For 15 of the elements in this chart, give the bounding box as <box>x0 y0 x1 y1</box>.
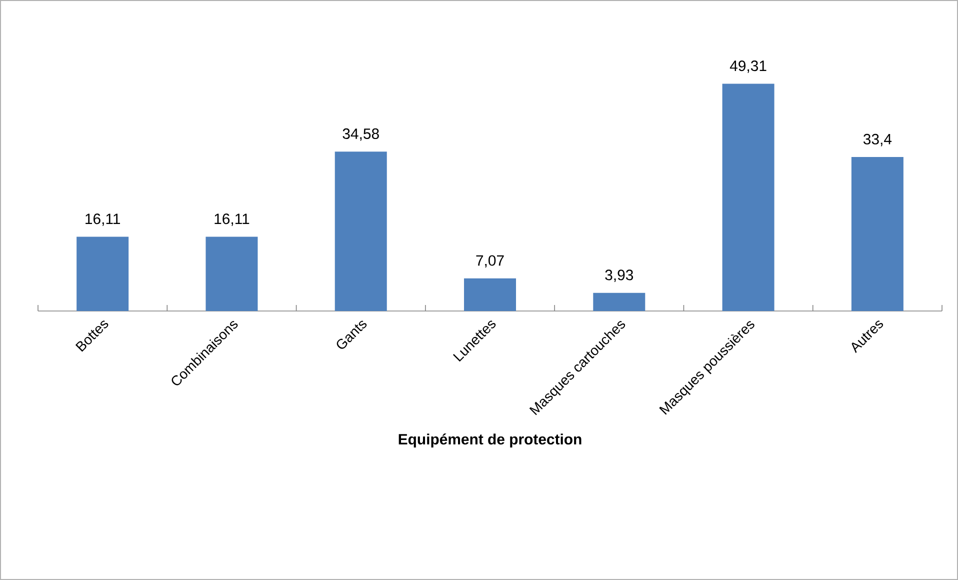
bar <box>851 157 904 311</box>
bar <box>206 236 258 311</box>
bar <box>76 236 129 311</box>
bar <box>334 152 387 311</box>
x-axis-title: Equipément de protection <box>398 433 582 448</box>
bar <box>722 84 774 311</box>
data-label: 49,31 <box>730 60 766 73</box>
data-label: 16,11 <box>214 214 250 226</box>
bar <box>464 278 516 311</box>
bar <box>593 292 646 311</box>
data-label: 33,4 <box>863 134 892 146</box>
data-label: 16,11 <box>86 214 120 226</box>
data-label: 34,58 <box>342 128 379 141</box>
data-label: 7,07 <box>476 255 504 268</box>
data-label: 3,93 <box>605 270 634 282</box>
